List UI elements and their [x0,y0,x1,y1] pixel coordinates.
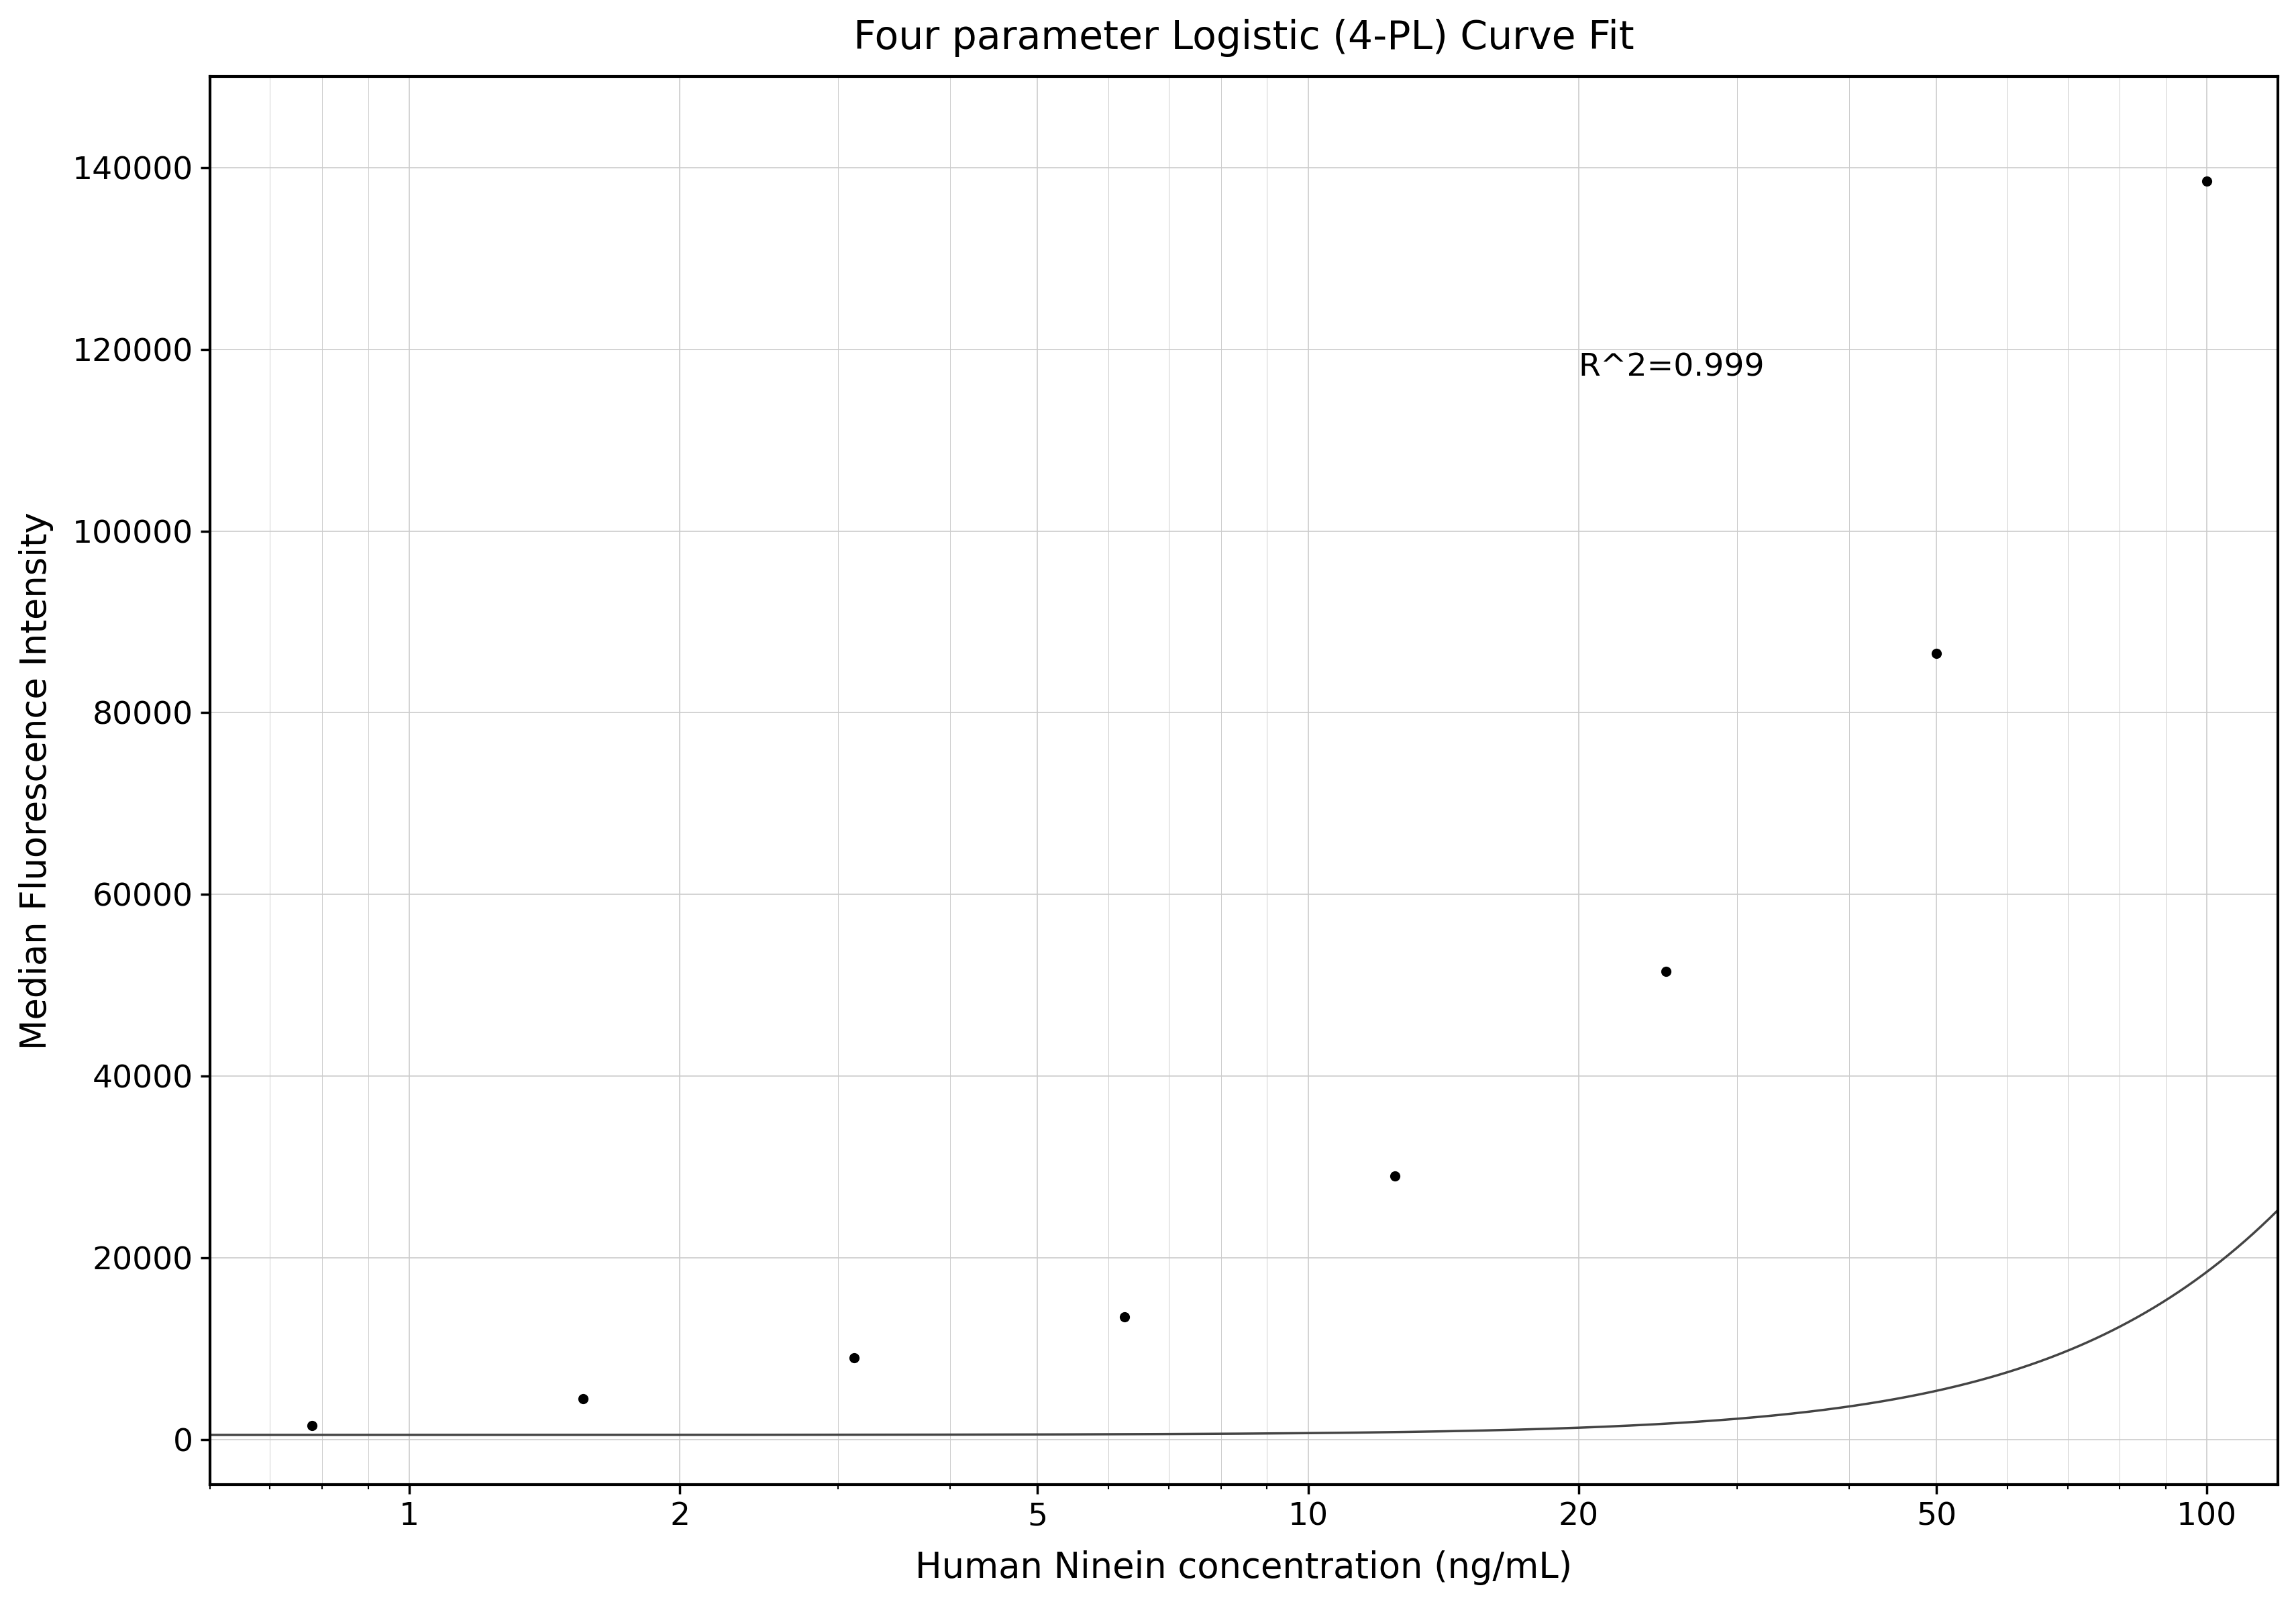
Point [1917,642,1954,667]
Point [565,1386,602,1412]
Text: R^2=0.999: R^2=0.999 [1577,353,1763,383]
Point [1375,1163,1412,1189]
Point [1107,1304,1143,1330]
Title: Four parameter Logistic (4-PL) Curve Fit: Four parameter Logistic (4-PL) Curve Fit [854,19,1635,56]
Point [294,1413,331,1439]
Y-axis label: Median Fluorescence Intensity: Median Fluorescence Intensity [18,512,53,1049]
Point [2188,168,2225,194]
Point [836,1344,872,1370]
Point [1646,959,1683,985]
X-axis label: Human Ninein concentration (ng/mL): Human Ninein concentration (ng/mL) [916,1551,1573,1585]
